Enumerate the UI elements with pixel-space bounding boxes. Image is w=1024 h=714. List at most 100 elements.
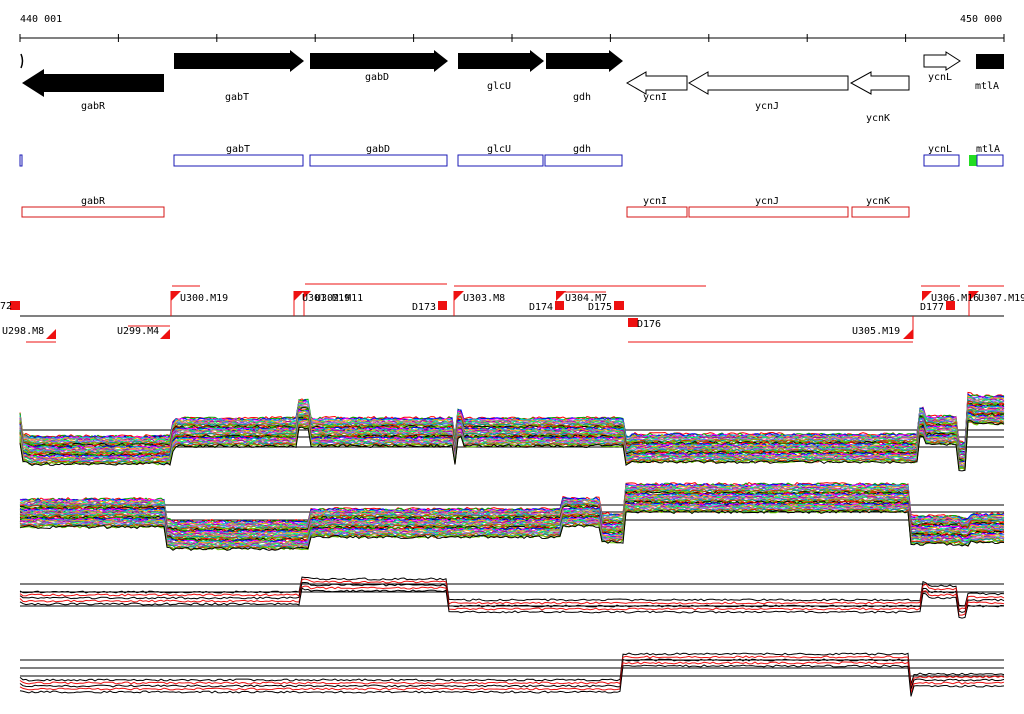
profile-line bbox=[19, 655, 1005, 687]
gene-arrow-glcU[interactable] bbox=[458, 50, 544, 72]
profile-line bbox=[19, 502, 1005, 544]
profile-line bbox=[19, 497, 1005, 540]
profile-line bbox=[19, 414, 1005, 466]
segment-marker-72[interactable] bbox=[10, 301, 20, 310]
profile-line bbox=[19, 490, 1005, 532]
profile-line bbox=[19, 395, 1005, 448]
segment-marker-U304[interactable] bbox=[556, 291, 566, 301]
segment-label-D176: D176 bbox=[637, 319, 661, 330]
annotation-box-mtlA-marker[interactable] bbox=[969, 155, 977, 166]
segment-label-U306: U306.M16 bbox=[931, 293, 979, 304]
annotation-box-partial[interactable] bbox=[19, 154, 23, 167]
profile-line bbox=[19, 585, 1005, 616]
segment-label-D175: D175 bbox=[588, 302, 612, 313]
segment-track: 72 U300.M19 U301.M19 U302.M11 D173 U303.… bbox=[0, 283, 1024, 343]
annotation-box-ycnL[interactable] bbox=[923, 154, 960, 167]
gene-arrow-partial[interactable] bbox=[20, 53, 24, 69]
panel-1-multi bbox=[19, 391, 1005, 472]
profile-line bbox=[19, 578, 1005, 611]
gene-label-gabR: gabR bbox=[81, 101, 106, 112]
ruler-end-label: 450 000 bbox=[960, 14, 1002, 25]
profile-line bbox=[19, 492, 1005, 534]
annotation-box-gabD[interactable] bbox=[309, 154, 448, 167]
annotation-box-gabT[interactable] bbox=[173, 154, 304, 167]
annotation-box-gabR[interactable] bbox=[21, 206, 165, 218]
segment-marker-U300[interactable] bbox=[171, 291, 181, 301]
annotation-box-ycnI[interactable] bbox=[626, 206, 688, 218]
profile-line bbox=[19, 482, 1005, 524]
segment-label-72: 72 bbox=[0, 301, 12, 312]
annotation-box-gdh[interactable] bbox=[544, 154, 623, 167]
annotation-label-gabD: gabD bbox=[366, 144, 390, 155]
segment-marker-D177[interactable] bbox=[946, 301, 955, 310]
gene-arrow-gabR[interactable] bbox=[22, 69, 164, 97]
annotation-label-ycnI: ycnI bbox=[643, 196, 667, 207]
profile-line bbox=[19, 509, 1005, 552]
profile-line bbox=[19, 405, 1005, 456]
segment-label-D177: D177 bbox=[920, 302, 944, 313]
gene-label-glcU: glcU bbox=[487, 81, 511, 92]
profile-line bbox=[19, 406, 1005, 458]
segment-label-U301: U301.M19 bbox=[302, 293, 350, 304]
gene-label-ycnJ: ycnJ bbox=[755, 101, 779, 112]
ruler-start-label: 440 001 bbox=[20, 14, 62, 25]
annotation-label-gabR: gabR bbox=[81, 196, 106, 207]
annotation-box-ycnJ[interactable] bbox=[688, 206, 849, 218]
gene-arrow-gabT[interactable] bbox=[174, 50, 304, 72]
gene-label-ycnI: ycnI bbox=[643, 92, 667, 103]
gene-label-gdh: gdh bbox=[573, 92, 591, 103]
profile-line bbox=[19, 581, 1005, 613]
gene-label-ycnK: ycnK bbox=[866, 113, 890, 124]
profile-line bbox=[19, 587, 1005, 619]
gene-arrow-gdh[interactable] bbox=[546, 50, 623, 72]
segment-marker-U298[interactable] bbox=[46, 329, 56, 339]
annotation-box-ycnK[interactable] bbox=[851, 206, 910, 218]
gene-label-gabD: gabD bbox=[365, 72, 389, 83]
gene-arrow-mtlA[interactable] bbox=[976, 54, 1004, 69]
segment-marker-U302[interactable] bbox=[304, 291, 311, 298]
segment-label-U302: U302.M11 bbox=[315, 293, 363, 304]
segment-label-U305: U305.M19 bbox=[852, 326, 900, 337]
gene-arrow-ycnL[interactable] bbox=[923, 51, 961, 71]
segment-marker-D173[interactable] bbox=[438, 301, 447, 310]
gene-arrow-ycnK[interactable] bbox=[849, 71, 910, 95]
panel-3-pair bbox=[19, 576, 1005, 619]
annotation-label-ycnJ: ycnJ bbox=[755, 196, 779, 207]
profile-line bbox=[19, 419, 1005, 471]
gene-arrow-ycnJ[interactable] bbox=[688, 71, 849, 95]
annotation-label-gdh: gdh bbox=[573, 144, 591, 155]
segment-marker-U305[interactable] bbox=[903, 329, 913, 339]
profile-line bbox=[19, 500, 1005, 542]
ruler-ticks bbox=[19, 34, 1005, 42]
profile-line bbox=[19, 652, 1005, 685]
segment-marker-U306[interactable] bbox=[922, 291, 932, 301]
profile-line bbox=[19, 393, 1005, 446]
segment-marker-D176[interactable] bbox=[628, 318, 638, 327]
profile-line bbox=[19, 576, 1005, 607]
profile-line bbox=[19, 658, 1005, 690]
segment-marker-U307[interactable] bbox=[969, 291, 979, 301]
segment-marker-D174[interactable] bbox=[555, 301, 564, 310]
segment-label-U300: U300.M19 bbox=[180, 293, 228, 304]
expression-panels bbox=[19, 391, 1005, 697]
segment-marker-D175[interactable] bbox=[614, 301, 624, 310]
profile-line bbox=[19, 397, 1005, 450]
annotation-label-gabT: gabT bbox=[226, 144, 250, 155]
annotation-box-mtlA[interactable] bbox=[976, 154, 1004, 167]
gene-track: gabR gabT gabD glcU gdh ycnI ycnJ ycnK y… bbox=[20, 50, 1004, 124]
gene-label-gabT: gabT bbox=[225, 92, 249, 103]
segment-marker-U299[interactable] bbox=[160, 329, 170, 339]
segment-label-D173: D173 bbox=[412, 302, 436, 313]
gene-label-mtlA: mtlA bbox=[975, 81, 999, 92]
annotation-box-glcU[interactable] bbox=[457, 154, 544, 167]
segment-label-U299: U299.M4 bbox=[117, 326, 159, 337]
gene-arrow-ycnI[interactable] bbox=[626, 71, 688, 95]
gene-arrow-gabD[interactable] bbox=[310, 50, 448, 72]
annotation-label-glcU: glcU bbox=[487, 144, 511, 155]
segment-marker-U303[interactable] bbox=[454, 291, 464, 301]
profile-line bbox=[19, 502, 1005, 544]
segment-marker-U301[interactable] bbox=[294, 291, 304, 301]
annotation-track-red: gabR ycnI ycnJ ycnK bbox=[21, 196, 910, 218]
profile-line bbox=[19, 420, 1005, 472]
